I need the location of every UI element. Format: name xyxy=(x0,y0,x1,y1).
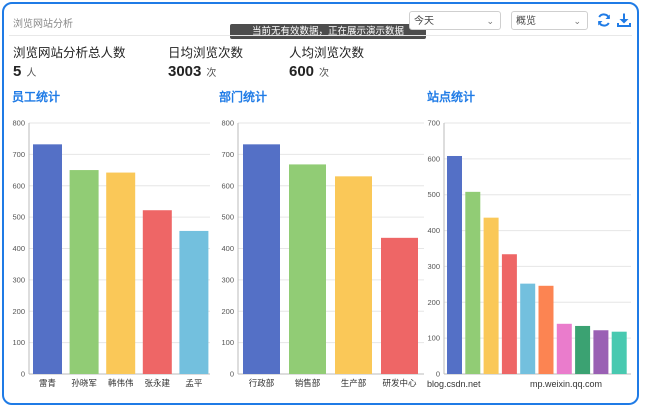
bar xyxy=(501,254,517,374)
bar xyxy=(611,331,627,374)
y-tick-label: 100 xyxy=(427,334,440,343)
category-label: 雷青 xyxy=(39,378,56,388)
y-tick-label: 700 xyxy=(221,150,234,159)
category-label: 研发中心 xyxy=(382,378,417,388)
bar xyxy=(483,217,499,374)
department-chart-title: 部门统计 xyxy=(219,90,268,104)
bar xyxy=(33,144,62,374)
bar xyxy=(593,330,609,374)
category-label: 孟平 xyxy=(185,378,203,388)
y-tick-label: 500 xyxy=(427,190,440,199)
employee-chart-title: 员工统计 xyxy=(12,90,61,104)
y-tick-label: 500 xyxy=(221,213,234,222)
y-tick-label: 300 xyxy=(427,262,440,271)
bar xyxy=(556,323,572,374)
period-select-value: 今天 xyxy=(414,16,434,27)
y-tick-label: 600 xyxy=(221,181,234,190)
period-select[interactable]: 今天 ⌄ xyxy=(409,11,501,30)
y-tick-label: 400 xyxy=(427,226,440,235)
bar xyxy=(447,155,462,374)
y-tick-label: 200 xyxy=(12,307,25,316)
category-label: 生产部 xyxy=(341,378,367,388)
y-tick-label: 100 xyxy=(12,338,25,347)
refresh-button[interactable] xyxy=(596,12,612,28)
bar xyxy=(538,285,554,374)
category-label: 韩伟伟 xyxy=(108,378,134,388)
bar xyxy=(289,164,326,374)
header-divider xyxy=(9,35,632,36)
stat-label-daily-views: 日均浏览次数 xyxy=(168,46,244,60)
bar xyxy=(520,283,536,374)
stat-value-daily-views: 3003 次 xyxy=(168,63,217,80)
y-tick-label: 700 xyxy=(12,150,25,159)
view-select-value: 概览 xyxy=(516,16,536,27)
dashboard-panel: 浏览网站分析 当前无有效数据，正在展示演示数据 今天 ⌄ 概览 ⌄ 浏览网站分析… xyxy=(2,2,639,405)
y-tick-label: 800 xyxy=(221,119,234,128)
y-tick-label: 0 xyxy=(230,370,234,379)
bar xyxy=(381,237,418,374)
watermark-csdn: blog.csdn.net xyxy=(427,379,481,389)
chevron-down-icon: ⌄ xyxy=(573,16,581,26)
bar xyxy=(243,144,280,374)
y-tick-label: 600 xyxy=(427,154,440,163)
y-tick-label: 200 xyxy=(221,307,234,316)
download-icon xyxy=(617,13,631,27)
panel-title: 浏览网站分析 xyxy=(13,19,73,30)
y-tick-label: 300 xyxy=(221,275,234,284)
site-chart-title: 站点统计 xyxy=(427,90,476,104)
category-label: 孙晓军 xyxy=(71,378,97,388)
y-tick-label: 0 xyxy=(21,370,25,379)
y-tick-label: 500 xyxy=(12,213,25,222)
stat-label-total-users: 浏览网站分析总人数 xyxy=(13,46,126,60)
y-tick-label: 400 xyxy=(12,244,25,253)
bar xyxy=(142,210,172,374)
y-tick-label: 200 xyxy=(427,298,440,307)
watermark-weixin: mp.weixin.qq.com xyxy=(530,379,603,389)
y-tick-label: 600 xyxy=(12,181,25,190)
refresh-icon xyxy=(598,13,610,27)
y-tick-label: 100 xyxy=(221,338,234,347)
view-select[interactable]: 概览 ⌄ xyxy=(511,11,588,30)
y-tick-label: 0 xyxy=(436,370,440,379)
y-tick-label: 800 xyxy=(12,119,25,128)
category-label: 行政部 xyxy=(249,378,275,388)
bar xyxy=(575,325,591,374)
download-button[interactable] xyxy=(616,12,632,28)
bar xyxy=(106,172,136,374)
y-tick-label: 700 xyxy=(427,119,440,128)
y-tick-label: 400 xyxy=(221,244,234,253)
bar xyxy=(335,176,372,374)
bar xyxy=(179,230,209,374)
chevron-down-icon: ⌄ xyxy=(486,16,494,26)
charts-canvas: 0 100 200 300 400 500 600 700 800 雷青 孙晓军 韩伟伟 张永建 孟平 0 1… xyxy=(12,119,631,388)
stat-label-avg-views: 人均浏览次数 xyxy=(289,46,365,60)
y-tick-label: 300 xyxy=(12,275,25,284)
bar xyxy=(69,170,99,374)
category-label: 张永建 xyxy=(145,378,171,388)
bar xyxy=(465,191,481,374)
category-label: 销售部 xyxy=(295,378,321,388)
stat-value-avg-views: 600 次 xyxy=(289,63,330,80)
